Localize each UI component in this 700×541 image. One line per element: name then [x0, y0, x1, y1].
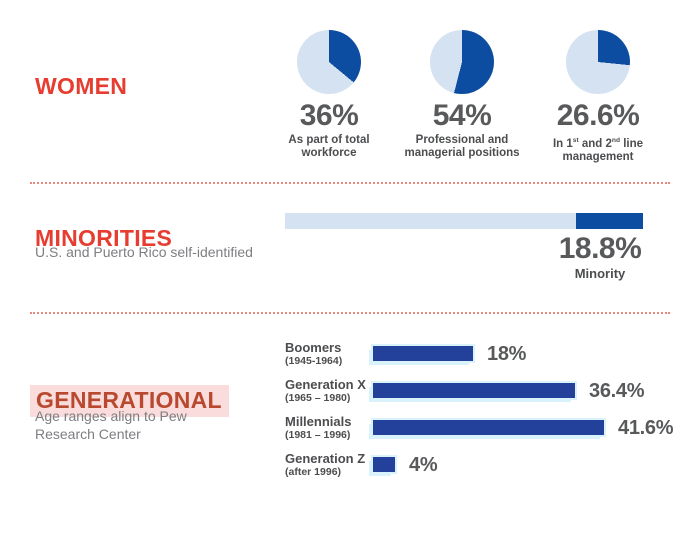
- bar-row-boomers: Boomers (1945-1964) 18%: [285, 335, 685, 372]
- bar-value: 4%: [409, 453, 438, 476]
- generation-range: (1981 – 1996): [285, 428, 351, 441]
- minority-caption: Minority: [574, 266, 626, 281]
- bar-value: 41.6%: [618, 416, 674, 439]
- bar-millennials: [373, 420, 604, 435]
- section-divider: [30, 312, 670, 314]
- pie-group-workforce: 36% As part of total workforce: [254, 30, 404, 160]
- bar-label: Generation X (1965 – 1980): [285, 376, 373, 404]
- caption-line: Professional and: [415, 134, 509, 146]
- bar-value: 18%: [487, 342, 527, 365]
- bar-generation-x: [373, 383, 575, 398]
- bar-row-generation-z: Generation Z (after 1996) 4%: [285, 446, 685, 483]
- pie-value-workforce: 36%: [299, 99, 359, 132]
- generation-name: Generation X: [285, 376, 366, 392]
- caption-line: In 1st and 2nd line: [552, 137, 644, 150]
- caption-line: workforce: [301, 147, 357, 159]
- bar-boomers: [373, 346, 473, 361]
- bar-value: 36.4%: [589, 379, 645, 402]
- pie-group-managerial: 54% Professional and managerial position…: [387, 30, 537, 160]
- generational-bar-chart: Boomers (1945-1964) 18% Generation X (19…: [285, 335, 685, 483]
- generation-range: (after 1996): [285, 465, 342, 478]
- caption-line: management: [562, 150, 634, 163]
- bar-generation-z: [373, 457, 395, 472]
- minority-bar-fill: [575, 213, 643, 229]
- minorities-subtitle: U.S. and Puerto Rico self-identified: [35, 244, 253, 260]
- generation-range: (1965 – 1980): [285, 391, 351, 404]
- pie-chart-managerial: [430, 30, 494, 94]
- pie-caption-managerial: Professional and managerial positions: [387, 134, 537, 160]
- bar-row-millennials: Millennials (1981 – 1996) 41.6%: [285, 409, 685, 446]
- pie-chart-workforce: [297, 30, 361, 94]
- generational-subtitle: Age ranges align to Pew Research Center: [35, 407, 187, 443]
- bar-label: Boomers (1945-1964): [285, 339, 373, 367]
- generational-section-title: GENERATIONAL: [30, 385, 229, 418]
- pie-caption-line-management: In 1st and 2nd line management: [523, 134, 673, 164]
- generation-range: (1945-1964): [285, 354, 343, 367]
- minority-bar-track: [285, 213, 643, 229]
- women-section-title: WOMEN: [35, 73, 128, 100]
- pie-value-line-management: 26.6%: [556, 99, 640, 132]
- subtitle-line: Age ranges align to Pew: [35, 408, 187, 424]
- generation-name: Generation Z: [285, 450, 366, 466]
- pie-value-managerial: 54%: [432, 99, 492, 132]
- generation-name: Boomers: [285, 339, 342, 355]
- section-divider: [30, 182, 670, 184]
- bar-label: Generation Z (after 1996): [285, 450, 373, 478]
- generation-name: Millennials: [285, 413, 352, 429]
- minority-value-block: 18.8% Minority: [550, 232, 650, 282]
- pie-caption-workforce: As part of total workforce: [254, 134, 404, 160]
- caption-line: As part of total: [288, 134, 370, 146]
- caption-line: managerial positions: [404, 147, 520, 159]
- pie-chart-line-management: [566, 30, 630, 94]
- pie-group-line-management: 26.6% In 1st and 2nd line management: [523, 30, 673, 164]
- minority-value: 18.8%: [558, 232, 642, 265]
- subtitle-line: Research Center: [35, 426, 141, 442]
- bar-label: Millennials (1981 – 1996): [285, 413, 373, 441]
- minorities-section-title: MINORITIES: [35, 225, 173, 252]
- bar-row-generation-x: Generation X (1965 – 1980) 36.4%: [285, 372, 685, 409]
